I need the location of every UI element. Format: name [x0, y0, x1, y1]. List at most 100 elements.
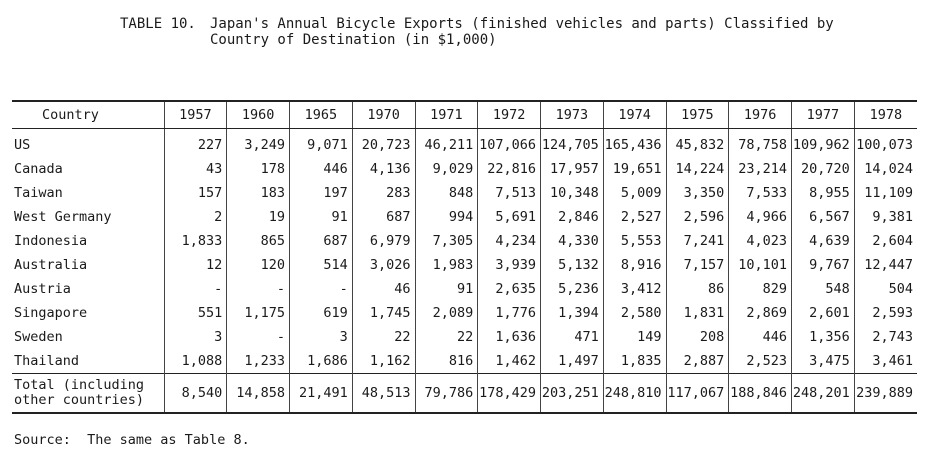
value-cell: 2,593 — [853, 301, 917, 325]
value-cell: 2,604 — [853, 229, 917, 253]
value-cell: 446 — [289, 157, 353, 181]
table-row: Thailand 1,088 1,233 1,686 1,162 816 1,462 1,49… — [12, 349, 917, 374]
value-cell: 1,636 — [477, 325, 541, 349]
value-cell: 19,651 — [602, 157, 666, 181]
total-label-cell: Total (including other countries) — [12, 373, 164, 414]
total-value-cell: 178,429 — [477, 373, 541, 414]
value-cell: 548 — [791, 277, 855, 301]
value-cell: 848 — [414, 181, 478, 205]
value-cell: 3,249 — [226, 128, 290, 157]
value-cell: 1,497 — [540, 349, 604, 374]
table-body: US 227 3,249 9,071 20,723 46,211 107,066 124,70… — [12, 128, 917, 414]
total-value-cell: 248,201 — [791, 373, 855, 414]
value-cell: 4,234 — [477, 229, 541, 253]
value-cell: 1,835 — [602, 349, 666, 374]
value-cell: 1,175 — [226, 301, 290, 325]
value-cell: 2 — [163, 205, 227, 229]
value-cell: 19 — [226, 205, 290, 229]
country-cell: Sweden — [14, 329, 63, 345]
value-cell: 2,743 — [853, 325, 917, 349]
value-cell: 2,846 — [540, 205, 604, 229]
value-cell: 865 — [226, 229, 290, 253]
total-value-cell: 8,540 — [163, 373, 227, 414]
value-cell: 2,869 — [728, 301, 792, 325]
value-cell: 1,162 — [351, 349, 415, 374]
country-cell: Thailand — [14, 353, 80, 369]
value-cell: 504 — [853, 277, 917, 301]
value-cell: 619 — [289, 301, 353, 325]
value-cell: 107,066 — [477, 128, 541, 157]
source-note: Source: The same as Table 8. — [14, 432, 250, 448]
value-cell: 22,816 — [477, 157, 541, 181]
value-cell: 994 — [414, 205, 478, 229]
value-cell: - — [163, 277, 227, 301]
value-cell: 3,939 — [477, 253, 541, 277]
total-value-cell: 188,846 — [728, 373, 792, 414]
value-cell: 4,639 — [791, 229, 855, 253]
value-cell: 11,109 — [853, 181, 917, 205]
value-cell: 183 — [226, 181, 290, 205]
column-header-year: 1976 — [728, 100, 792, 129]
value-cell: 2,601 — [791, 301, 855, 325]
value-cell: 3,026 — [351, 253, 415, 277]
value-cell: 1,831 — [665, 301, 729, 325]
value-cell: 22 — [414, 325, 478, 349]
value-cell: 471 — [540, 325, 604, 349]
value-cell: 109,962 — [791, 128, 855, 157]
table-row: Sweden 3-3 22 22 1,636 471 149 208 446 1,356 2,743 — [12, 325, 917, 349]
value-cell: 514 — [289, 253, 353, 277]
value-cell: 91 — [414, 277, 478, 301]
value-cell: 816 — [414, 349, 478, 374]
table-row: Canada 43 178 446 4,136 9,029 22,816 17,957 19,6… — [12, 157, 917, 181]
value-cell: 8,955 — [791, 181, 855, 205]
value-cell: 687 — [289, 229, 353, 253]
value-cell: 17,957 — [540, 157, 604, 181]
column-header-year: 1960 — [226, 100, 290, 129]
value-cell: 208 — [665, 325, 729, 349]
value-cell: 4,023 — [728, 229, 792, 253]
column-header-country: Country — [12, 100, 164, 129]
value-cell: 5,236 — [540, 277, 604, 301]
value-cell: 12 — [163, 253, 227, 277]
column-header-year: 1978 — [853, 100, 917, 129]
value-cell: 3,412 — [602, 277, 666, 301]
table-row: Taiwan 157 183 197 283 848 7,513 10,348 5,009 3,3… — [12, 181, 917, 205]
value-cell: 1,776 — [477, 301, 541, 325]
column-header-year: 1965 — [289, 100, 353, 129]
table-number: TABLE 10. — [120, 16, 196, 32]
column-header-year: 1972 — [477, 100, 541, 129]
value-cell: 1,745 — [351, 301, 415, 325]
value-cell: 12,447 — [853, 253, 917, 277]
value-cell: 2,596 — [665, 205, 729, 229]
value-cell: 1,983 — [414, 253, 478, 277]
value-cell: 2,523 — [728, 349, 792, 374]
country-cell: Australia — [14, 257, 88, 273]
value-cell: 8,916 — [602, 253, 666, 277]
value-cell: 91 — [289, 205, 353, 229]
value-cell: 7,533 — [728, 181, 792, 205]
value-cell: 1,462 — [477, 349, 541, 374]
value-cell: 1,356 — [791, 325, 855, 349]
table-row: Singapore 551 1,175 619 1,745 2,089 1,776 1,394… — [12, 301, 917, 325]
value-cell: 2,635 — [477, 277, 541, 301]
value-cell: 3 — [163, 325, 227, 349]
column-header-year: 1977 — [791, 100, 855, 129]
value-cell: 3,475 — [791, 349, 855, 374]
country-cell: Indonesia — [14, 233, 88, 249]
total-value-cell: 48,513 — [351, 373, 415, 414]
total-value-cell: 79,786 — [414, 373, 478, 414]
column-header-year: 1973 — [540, 100, 604, 129]
value-cell: 551 — [163, 301, 227, 325]
value-cell: 227 — [163, 128, 227, 157]
value-cell: 46 — [351, 277, 415, 301]
value-cell: 3,461 — [853, 349, 917, 374]
total-value-cell: 248,810 — [602, 373, 666, 414]
total-row: Total (including other countries) 8,540 14… — [12, 373, 917, 414]
value-cell: 197 — [289, 181, 353, 205]
value-cell: 1,088 — [163, 349, 227, 374]
value-cell: 7,513 — [477, 181, 541, 205]
value-cell: 78,758 — [728, 128, 792, 157]
value-cell: 4,966 — [728, 205, 792, 229]
value-cell: 283 — [351, 181, 415, 205]
table-row: West Germany 2 19 91 687 994 5,691 2,846 2,527 2,… — [12, 205, 917, 229]
